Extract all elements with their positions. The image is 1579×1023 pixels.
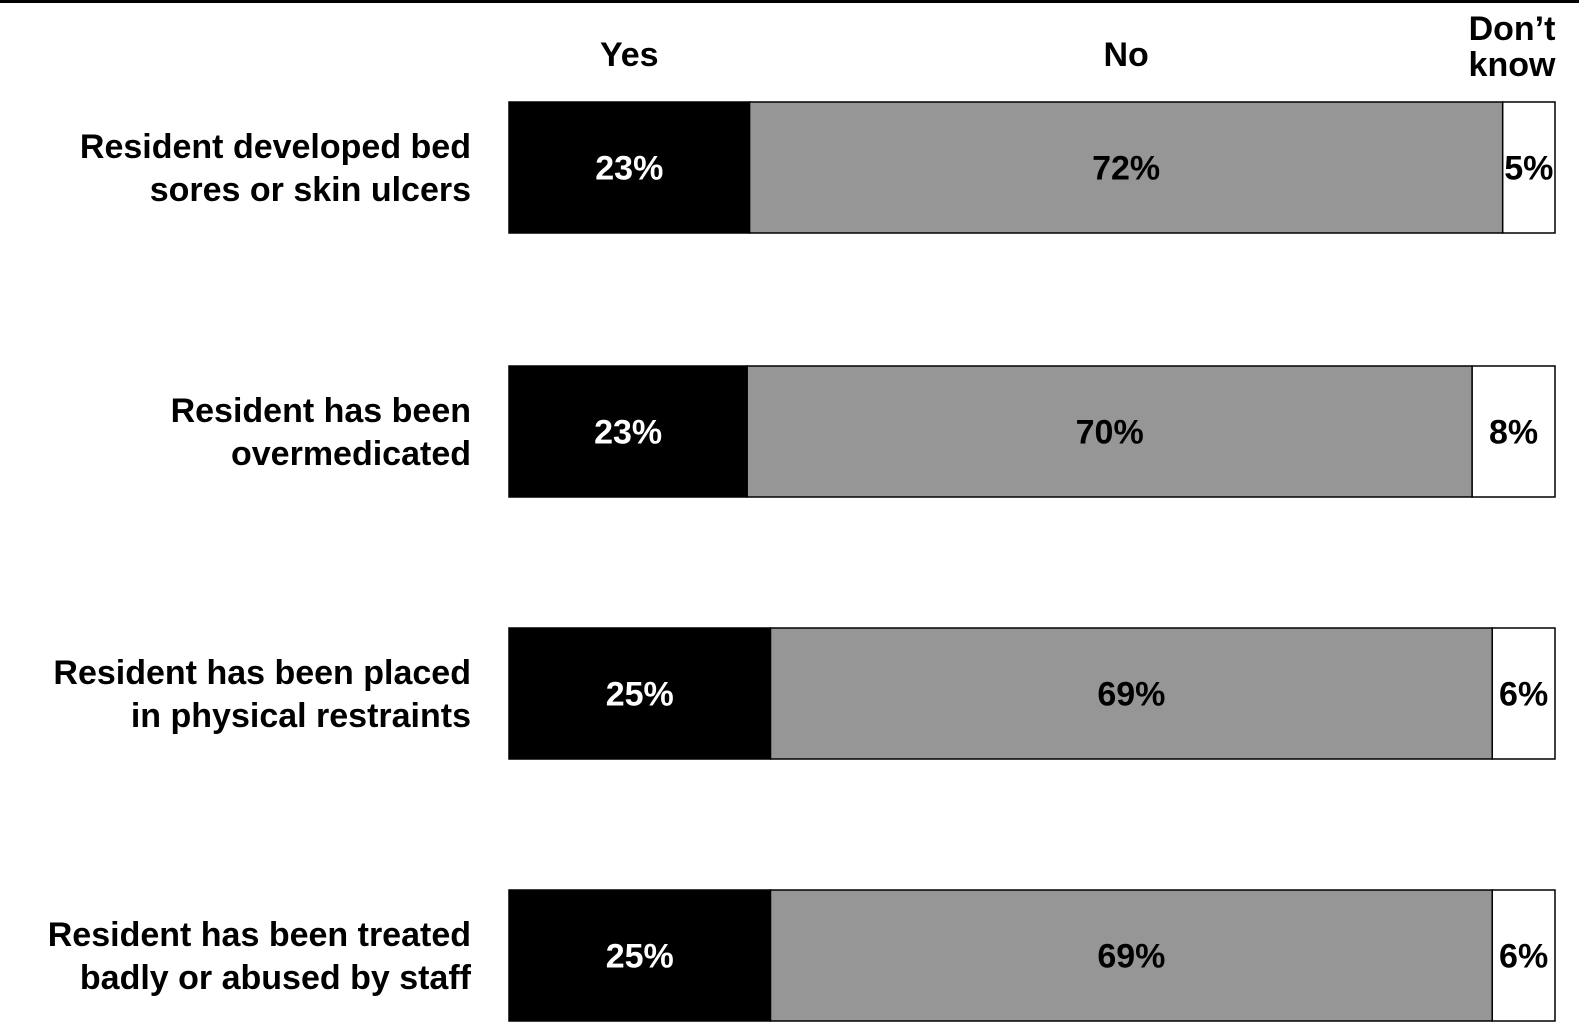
series-header-label: No — [1103, 36, 1148, 74]
data-label: 6% — [1499, 676, 1548, 714]
bar-segment — [1471, 365, 1556, 498]
bar-segment — [1501, 101, 1556, 234]
category-label: Resident has been treated — [48, 916, 471, 954]
data-label: 6% — [1499, 938, 1548, 976]
bar-segment — [508, 101, 751, 234]
bar-segment — [508, 365, 748, 498]
data-label: 25% — [606, 938, 674, 976]
top-rule — [0, 0, 1579, 3]
data-label: 23% — [595, 150, 663, 188]
category-label: badly or abused by staff — [80, 959, 472, 997]
bar-segment — [746, 365, 1473, 498]
bar-segment — [508, 889, 772, 1022]
data-label: 69% — [1097, 938, 1165, 976]
data-label: 25% — [606, 676, 674, 714]
bar-segment — [1491, 889, 1556, 1022]
category-label: Resident has been — [171, 392, 471, 430]
data-label: 5% — [1504, 150, 1553, 188]
data-label: 23% — [594, 414, 662, 452]
bar-segment — [1491, 627, 1556, 760]
data-label: 8% — [1489, 414, 1538, 452]
category-label: sores or skin ulcers — [150, 171, 471, 209]
category-label: Resident developed bed — [80, 128, 471, 166]
bar-segment — [508, 627, 772, 760]
bar-segment — [748, 101, 1504, 234]
data-label: 70% — [1076, 414, 1144, 452]
series-header-label: Yes — [600, 36, 659, 74]
category-label: overmedicated — [231, 435, 471, 473]
series-header-label: know — [1469, 46, 1556, 84]
category-label: Resident has been placed — [53, 654, 471, 692]
data-label: 72% — [1092, 150, 1160, 188]
data-label: 69% — [1097, 676, 1165, 714]
category-label: in physical restraints — [131, 697, 471, 735]
bar-segment — [769, 889, 1493, 1022]
bar-segment — [769, 627, 1493, 760]
series-header-label: Don’t — [1469, 10, 1556, 48]
